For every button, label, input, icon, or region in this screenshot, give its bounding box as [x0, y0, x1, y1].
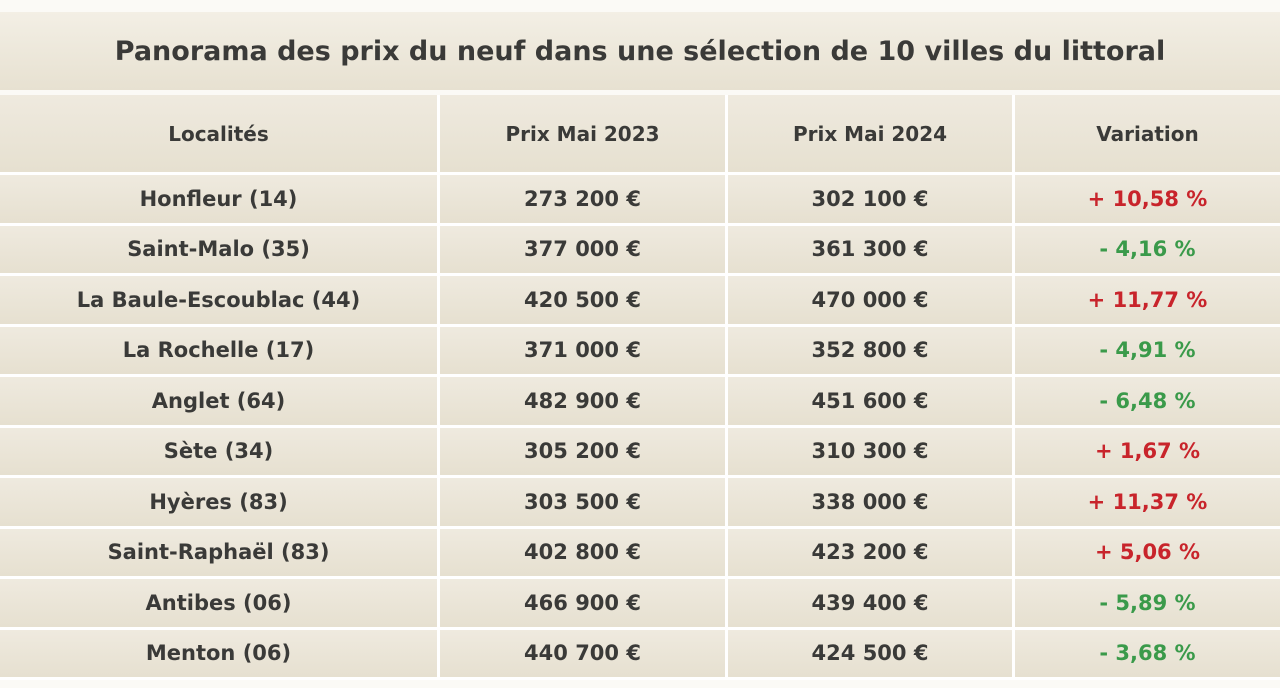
table-cell: Anglet (64) [0, 377, 440, 428]
table-row: La Baule-Escoublac (44) 420 500 €470 000 … [0, 276, 1280, 327]
table-cell: Antibes (06) [0, 579, 440, 630]
variation-cell: - 5,89 % [1015, 579, 1280, 630]
table-row: Saint-Raphaël (83) 402 800 €423 200 € + 5,… [0, 528, 1280, 579]
table-cell: 302 100 € [728, 175, 1015, 226]
table-row: Menton (06) 440 700 €424 500 € - 3,68 % [0, 629, 1280, 680]
price-table: Localités Prix Mai 2023 Prix Mai 2024 Varia… [0, 95, 1280, 680]
header-cell: Variation [1015, 95, 1280, 175]
variation-cell: - 6,48 % [1015, 377, 1280, 428]
table-row: Saint-Malo (35) 377 000 €361 300 € - 4,16 … [0, 225, 1280, 276]
variation-cell: + 1,67 % [1015, 427, 1280, 478]
table-cell: Honfleur (14) [0, 175, 440, 226]
table-title: Panorama des prix du neuf dans une sélec… [0, 12, 1280, 90]
table-row: Honfleur (14) 273 200 €302 100 € + 10,58 % [0, 175, 1280, 226]
table-cell: 361 300 € [728, 225, 1015, 276]
variation-cell: - 4,91 % [1015, 326, 1280, 377]
table-cell: Sète (34) [0, 427, 440, 478]
table-cell: 423 200 € [728, 528, 1015, 579]
table-row: Anglet (64) 482 900 €451 600 € - 6,48 % [0, 377, 1280, 428]
table-cell: 310 300 € [728, 427, 1015, 478]
table-cell: 377 000 € [440, 225, 728, 276]
table-cell: La Rochelle (17) [0, 326, 440, 377]
table-cell: 371 000 € [440, 326, 728, 377]
variation-cell: - 3,68 % [1015, 629, 1280, 680]
table-cell: 273 200 € [440, 175, 728, 226]
table-cell: Hyères (83) [0, 478, 440, 529]
table-row: Sète (34) 305 200 €310 300 € + 1,67 % [0, 427, 1280, 478]
table-cell: 402 800 € [440, 528, 728, 579]
header-cell: Prix Mai 2023 [440, 95, 728, 175]
table-cell: La Baule-Escoublac (44) [0, 276, 440, 327]
table-cell: 424 500 € [728, 629, 1015, 680]
table-cell: 451 600 € [728, 377, 1015, 428]
table-cell: Saint-Malo (35) [0, 225, 440, 276]
table-cell: 420 500 € [440, 276, 728, 327]
header-cell: Prix Mai 2024 [728, 95, 1015, 175]
variation-cell: - 4,16 % [1015, 225, 1280, 276]
table-cell: 338 000 € [728, 478, 1015, 529]
variation-cell: + 11,77 % [1015, 276, 1280, 327]
table-cell: Menton (06) [0, 629, 440, 680]
table-cell: 440 700 € [440, 629, 728, 680]
header-row: Localités Prix Mai 2023 Prix Mai 2024 Varia… [0, 95, 1280, 175]
table-cell: 470 000 € [728, 276, 1015, 327]
table-cell: 303 500 € [440, 478, 728, 529]
table-cell: 482 900 € [440, 377, 728, 428]
table-cell: 466 900 € [440, 579, 728, 630]
variation-cell: + 5,06 % [1015, 528, 1280, 579]
variation-cell: + 10,58 % [1015, 175, 1280, 226]
table-cell: 305 200 € [440, 427, 728, 478]
table-cell: 352 800 € [728, 326, 1015, 377]
table-row: Hyères (83) 303 500 €338 000 € + 11,37 % [0, 478, 1280, 529]
header-cell: Localités [0, 95, 440, 175]
table-row: La Rochelle (17) 371 000 €352 800 € - 4,91… [0, 326, 1280, 377]
table-row: Antibes (06) 466 900 €439 400 € - 5,89 % [0, 579, 1280, 630]
table-cell: 439 400 € [728, 579, 1015, 630]
table-cell: Saint-Raphaël (83) [0, 528, 440, 579]
variation-cell: + 11,37 % [1015, 478, 1280, 529]
